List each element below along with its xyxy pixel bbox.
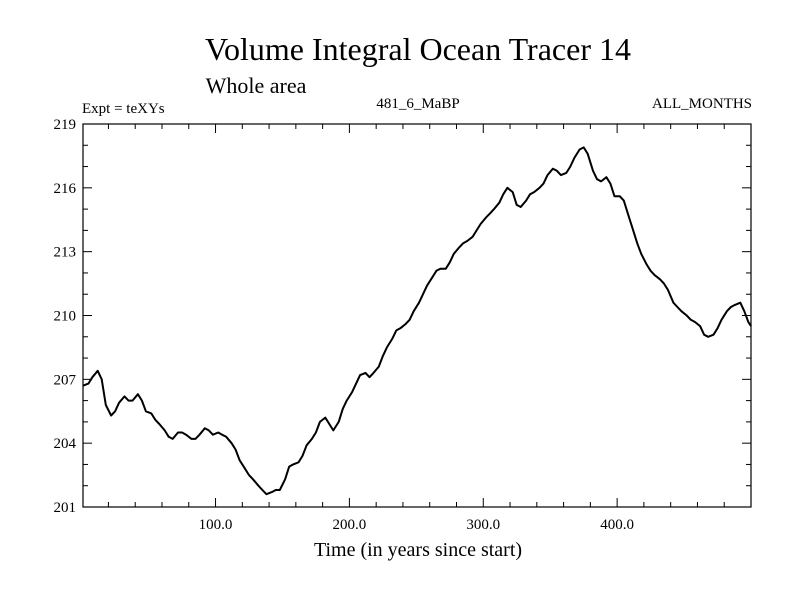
run-label: 481_6_MaBP <box>376 96 459 112</box>
y-tick-label: 219 <box>54 117 77 133</box>
x-tick-label: 300.0 <box>466 517 500 533</box>
y-tick-label: 204 <box>54 436 77 452</box>
y-tick-label: 213 <box>54 245 77 261</box>
x-tick-label: 400.0 <box>600 517 634 533</box>
y-tick-label: 216 <box>54 181 77 197</box>
x-axis-label: Time (in years since start) <box>314 539 522 561</box>
y-axis: 201 204 207 210 213 216 219 <box>54 117 751 516</box>
y-tick-label: 201 <box>54 500 77 516</box>
plot-frame <box>82 123 752 508</box>
chart-title: Volume Integral Ocean Tracer 14 <box>205 31 631 67</box>
x-tick-label: 200.0 <box>333 517 367 533</box>
period-label: ALL_MONTHS <box>652 96 752 112</box>
experiment-label: Expt = teXYs <box>82 101 165 117</box>
chart-subtitle: Whole area <box>206 73 307 98</box>
x-tick-label: 100.0 <box>199 517 233 533</box>
y-tick-label: 210 <box>54 309 77 325</box>
y-tick-label: 207 <box>54 372 77 388</box>
series-line <box>82 146 752 496</box>
x-axis: 100.0 200.0 300.0 400.0 <box>107 124 725 533</box>
